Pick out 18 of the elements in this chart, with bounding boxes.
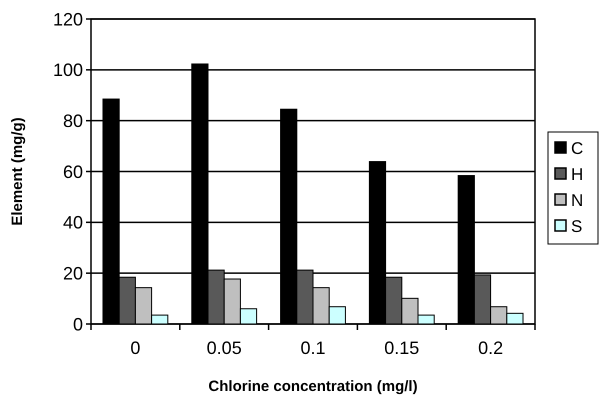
y-tick-label: 20	[62, 263, 83, 284]
y-tick-label: 120	[52, 9, 83, 30]
y-tick-label: 80	[62, 110, 83, 131]
x-tick-label: 0.15	[384, 338, 420, 358]
x-tick-label: 0.2	[478, 338, 504, 358]
x-tick-label: 0	[130, 338, 140, 358]
legend-label: H	[571, 164, 584, 184]
legend-label: S	[571, 216, 582, 236]
y-tick-label: 60	[62, 162, 83, 182]
y-tick-label: 40	[62, 212, 83, 233]
y-axis-title: Element (mg/g)	[9, 117, 26, 226]
y-tick-label: 100	[52, 60, 83, 80]
x-axis-title: Chlorine concentration (mg/l)	[208, 378, 418, 395]
legend-label: N	[571, 190, 584, 210]
legend-label: C	[571, 138, 584, 158]
y-tick-label: 0	[72, 314, 83, 334]
x-tick-label: 0.1	[300, 338, 326, 358]
x-tick-label: 0.05	[206, 338, 242, 358]
